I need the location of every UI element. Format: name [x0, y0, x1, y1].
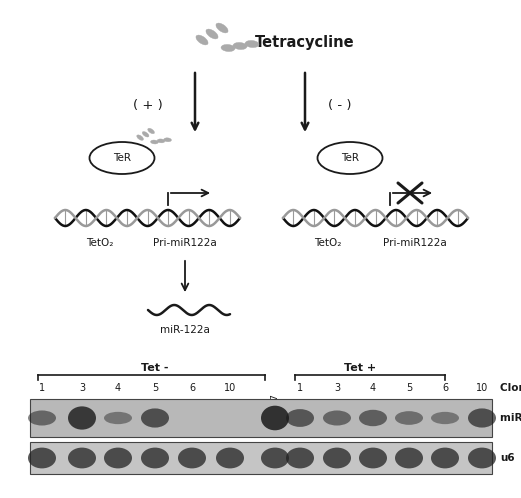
Ellipse shape [216, 448, 244, 469]
Text: u6: u6 [500, 453, 515, 463]
Text: Clone #: Clone # [500, 383, 521, 393]
Text: Huh 7: Huh 7 [270, 394, 279, 421]
Text: Pri-miR122a: Pri-miR122a [153, 238, 217, 248]
Text: 4: 4 [370, 383, 376, 393]
Ellipse shape [104, 448, 132, 469]
Ellipse shape [286, 448, 314, 469]
Text: 3: 3 [334, 383, 340, 393]
Ellipse shape [206, 29, 218, 39]
Ellipse shape [431, 448, 459, 469]
Text: miR -122a: miR -122a [500, 413, 521, 423]
Ellipse shape [431, 412, 459, 424]
Ellipse shape [151, 140, 158, 144]
Ellipse shape [164, 138, 171, 142]
Ellipse shape [157, 139, 165, 143]
Ellipse shape [148, 128, 154, 134]
Text: 4: 4 [115, 383, 121, 393]
Ellipse shape [245, 40, 259, 47]
Ellipse shape [141, 408, 169, 428]
Text: 1: 1 [297, 383, 303, 393]
Text: 10: 10 [224, 383, 236, 393]
FancyBboxPatch shape [30, 442, 492, 474]
Ellipse shape [68, 406, 96, 430]
Text: 3: 3 [79, 383, 85, 393]
Text: TetO₂: TetO₂ [314, 238, 342, 248]
Ellipse shape [468, 448, 496, 469]
Text: 6: 6 [442, 383, 448, 393]
Text: 5: 5 [152, 383, 158, 393]
Text: Tet +: Tet + [344, 363, 376, 373]
Text: Tetracycline: Tetracycline [255, 34, 355, 49]
Text: TeR: TeR [113, 153, 131, 163]
Ellipse shape [323, 410, 351, 425]
Ellipse shape [141, 448, 169, 469]
Ellipse shape [323, 448, 351, 469]
Text: Pri-miR122a: Pri-miR122a [383, 238, 447, 248]
Ellipse shape [359, 448, 387, 469]
Ellipse shape [104, 412, 132, 424]
Ellipse shape [468, 408, 496, 428]
Text: 6: 6 [189, 383, 195, 393]
Text: 5: 5 [406, 383, 412, 393]
Ellipse shape [395, 411, 423, 425]
Ellipse shape [286, 409, 314, 427]
Ellipse shape [359, 410, 387, 426]
Text: 10: 10 [476, 383, 488, 393]
Ellipse shape [261, 448, 289, 469]
Text: Tet -: Tet - [141, 363, 169, 373]
Ellipse shape [395, 448, 423, 469]
Ellipse shape [233, 42, 247, 49]
Text: ( - ): ( - ) [328, 99, 352, 112]
Ellipse shape [221, 44, 235, 51]
Text: TetO₂: TetO₂ [86, 238, 114, 248]
Ellipse shape [178, 448, 206, 469]
FancyBboxPatch shape [30, 399, 492, 437]
Ellipse shape [28, 410, 56, 425]
Ellipse shape [216, 23, 228, 33]
Ellipse shape [196, 35, 208, 45]
Ellipse shape [142, 131, 149, 137]
Ellipse shape [90, 142, 155, 174]
Ellipse shape [261, 406, 289, 430]
Ellipse shape [68, 448, 96, 469]
Ellipse shape [137, 135, 143, 140]
Text: 1: 1 [39, 383, 45, 393]
Ellipse shape [317, 142, 382, 174]
Ellipse shape [28, 448, 56, 469]
Text: TeR: TeR [341, 153, 359, 163]
Text: ( + ): ( + ) [133, 99, 163, 112]
Text: miR-122a: miR-122a [160, 325, 210, 335]
